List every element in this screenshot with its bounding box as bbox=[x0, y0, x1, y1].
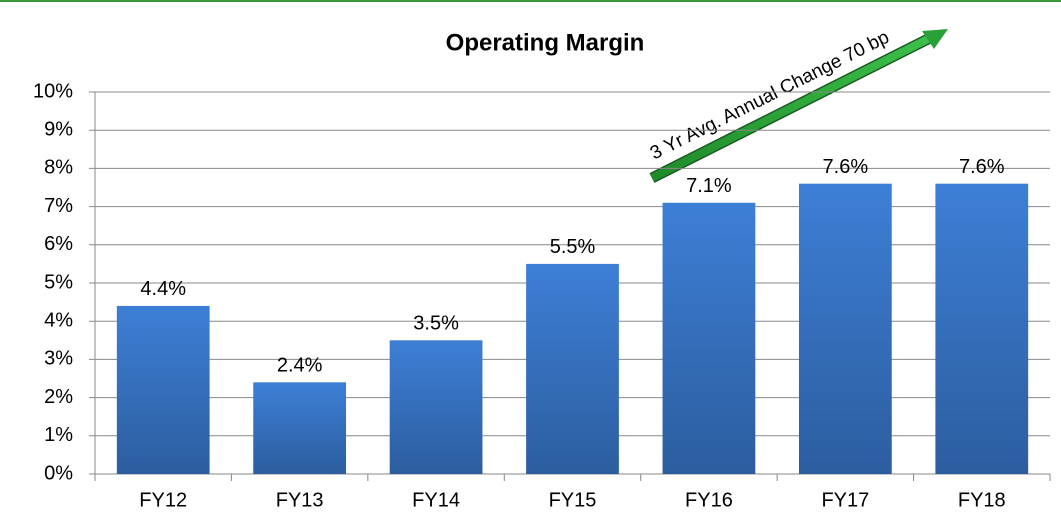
bar bbox=[935, 183, 1029, 474]
x-tick-label: FY18 bbox=[958, 489, 1006, 511]
y-tick-label: 4% bbox=[44, 309, 73, 331]
bar bbox=[798, 183, 892, 474]
y-tick-label: 1% bbox=[44, 424, 73, 446]
value-label: 7.6% bbox=[959, 156, 1005, 178]
chart-title: Operating Margin bbox=[446, 29, 645, 56]
value-label: 7.1% bbox=[686, 175, 732, 197]
value-label: 3.5% bbox=[413, 313, 459, 335]
y-tick-label: 7% bbox=[44, 195, 73, 217]
bar bbox=[526, 263, 619, 474]
y-tick-label: 5% bbox=[44, 271, 73, 293]
value-label: 4.4% bbox=[140, 278, 186, 300]
bar bbox=[662, 202, 756, 474]
value-label: 5.5% bbox=[550, 236, 596, 258]
bar bbox=[253, 382, 347, 474]
x-tick-label: FY15 bbox=[549, 489, 597, 511]
x-tick-label: FY17 bbox=[821, 489, 869, 511]
y-tick-label: 2% bbox=[44, 386, 73, 408]
x-tick-label: FY16 bbox=[685, 489, 733, 511]
bar bbox=[389, 340, 483, 474]
x-tick-label: FY13 bbox=[276, 489, 324, 511]
y-tick-label: 10% bbox=[33, 80, 73, 102]
value-label: 2.4% bbox=[277, 355, 323, 377]
y-tick-label: 6% bbox=[44, 233, 73, 255]
y-tick-label: 8% bbox=[44, 157, 73, 179]
y-tick-label: 9% bbox=[44, 118, 73, 140]
x-tick-label: FY14 bbox=[412, 489, 460, 511]
y-tick-label: 3% bbox=[44, 348, 73, 370]
y-tick-label: 0% bbox=[44, 462, 73, 484]
bar bbox=[116, 305, 210, 474]
x-tick-label: FY12 bbox=[139, 489, 187, 511]
annotation: 3 Yr Avg. Annual Change 70 bp bbox=[647, 27, 893, 165]
trend-arrow bbox=[649, 29, 948, 183]
value-label: 7.6% bbox=[823, 156, 869, 178]
